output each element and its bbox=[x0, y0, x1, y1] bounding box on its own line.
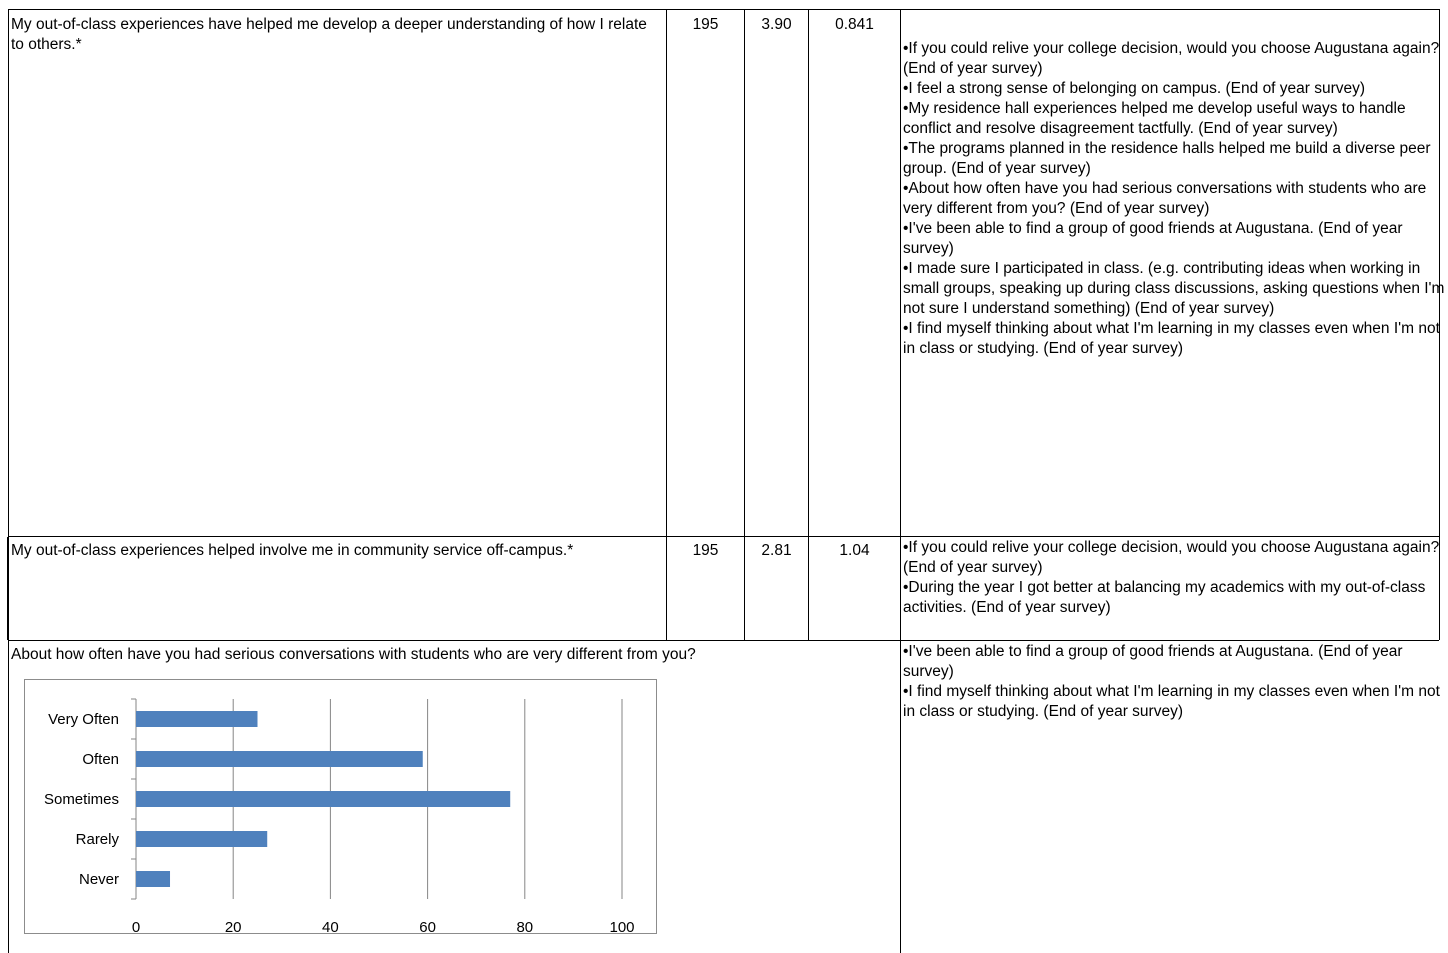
chart-plot: Very Often Often Sometimes Rarely Never 0 20 40… bbox=[44, 698, 635, 936]
chart-question-text: About how often have you had serious con… bbox=[11, 646, 696, 663]
x-tick-label: 60 bbox=[419, 919, 436, 933]
related-item: •I made sure I participated in class. (e… bbox=[903, 260, 1445, 317]
related-item: •About how often have you had serious co… bbox=[903, 180, 1427, 217]
category-label: Often bbox=[82, 751, 119, 768]
bar bbox=[136, 791, 511, 807]
response-count: 195 bbox=[692, 542, 719, 559]
mean-value: 3.90 bbox=[761, 16, 792, 33]
related-item: •The programs planned in the residence h… bbox=[903, 140, 1431, 177]
bar bbox=[136, 711, 258, 727]
std-dev-value: 1.04 bbox=[839, 542, 870, 559]
category-label: Very Often bbox=[48, 711, 119, 728]
x-tick-label: 0 bbox=[132, 919, 140, 933]
mean-value: 2.81 bbox=[761, 542, 792, 559]
table-border-left-bold bbox=[7, 537, 9, 640]
std-dev-value: 0.841 bbox=[835, 16, 874, 33]
category-label: Never bbox=[79, 871, 119, 888]
x-tick-label: 80 bbox=[516, 919, 533, 933]
bar bbox=[136, 831, 268, 847]
response-count: 195 bbox=[692, 16, 719, 33]
related-item: •I find myself thinking about what I'm l… bbox=[903, 320, 1440, 357]
related-items-list: •If you could relive your college decisi… bbox=[901, 538, 1447, 618]
related-items-list: •If you could relive your college decisi… bbox=[901, 39, 1447, 359]
category-label: Rarely bbox=[76, 831, 120, 848]
related-item: •If you could relive your college decisi… bbox=[903, 539, 1440, 576]
related-item: •I've been able to find a group of good … bbox=[903, 220, 1403, 257]
survey-item-text: My out-of-class experiences helped invol… bbox=[11, 542, 574, 559]
x-tick-label: 100 bbox=[609, 919, 634, 933]
column-divider bbox=[808, 9, 809, 640]
category-label: Sometimes bbox=[44, 791, 119, 808]
related-item: •During the year I got better at balanci… bbox=[903, 579, 1426, 616]
related-item: •I find myself thinking about what I'm l… bbox=[903, 683, 1440, 720]
related-item: •My residence hall experiences helped me… bbox=[903, 100, 1406, 137]
table-border-top bbox=[9, 9, 1439, 10]
column-divider bbox=[666, 9, 667, 640]
column-divider bbox=[900, 9, 901, 953]
bar bbox=[136, 871, 171, 887]
column-divider bbox=[744, 9, 745, 640]
row-divider bbox=[9, 640, 1439, 641]
related-item: •If you could relive your college decisi… bbox=[903, 40, 1440, 77]
x-tick-label: 20 bbox=[225, 919, 242, 933]
frequency-bar-chart: Very Often Often Sometimes Rarely Never 0 20 40… bbox=[24, 679, 657, 936]
related-items-list: •I've been able to find a group of good … bbox=[901, 642, 1447, 722]
survey-item-text: My out-of-class experiences have helped … bbox=[11, 16, 647, 53]
related-item: •I feel a strong sense of belonging on c… bbox=[903, 80, 1366, 97]
table-border-left bbox=[8, 9, 9, 953]
related-item: •I've been able to find a group of good … bbox=[903, 643, 1403, 680]
x-tick-label: 40 bbox=[322, 919, 339, 933]
bar bbox=[136, 751, 423, 767]
row-divider bbox=[9, 536, 1439, 537]
table-border-right bbox=[1439, 9, 1440, 640]
